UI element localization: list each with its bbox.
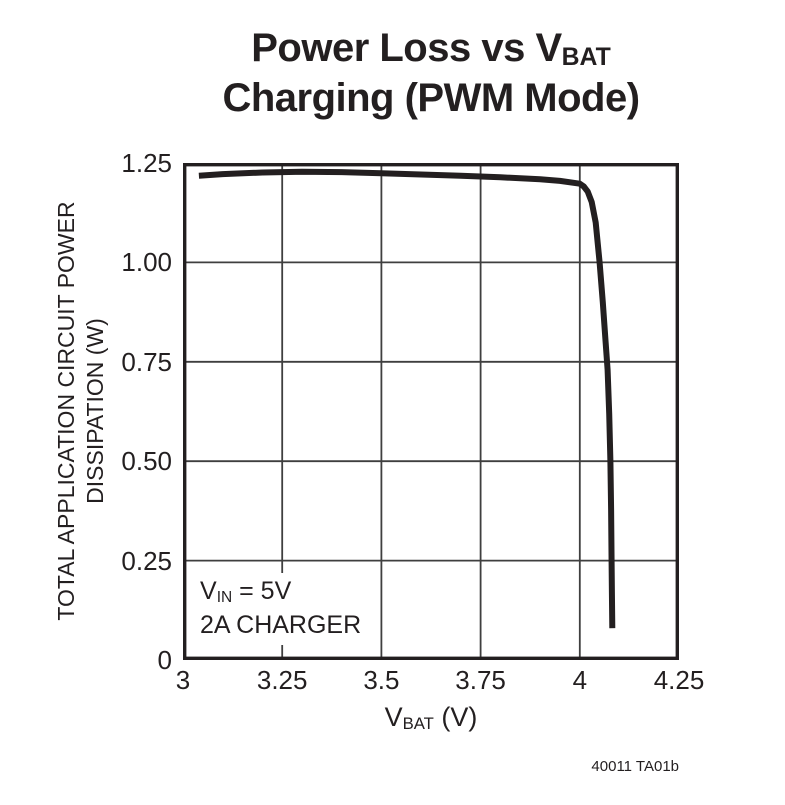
annotation-line1-subscript: IN [216, 588, 233, 606]
x-tick-label: 3.5 [363, 665, 400, 695]
y-tick-label: 0.25 [121, 545, 172, 576]
y-tick-label: 0.75 [121, 346, 172, 377]
plot-area [183, 163, 679, 660]
chart-title-line1: Power Loss vs VBAT [183, 26, 679, 76]
y-tick-label: 0 [157, 645, 172, 675]
x-tick-label: 3 [175, 665, 191, 695]
data-curve [198, 168, 616, 629]
chart-title-line1-text: Power Loss vs V [251, 26, 562, 70]
chart-title-line1-subscript: BAT [561, 44, 611, 72]
y-axis-title-line1: TOTAL APPLICATION CIRCUIT POWER [53, 201, 79, 621]
y-tick-label: 1.25 [121, 148, 172, 178]
y-tick-label: 1.00 [121, 247, 172, 278]
x-tick-label: 4.25 [653, 665, 705, 695]
x-axis-title-subscript: BAT [402, 714, 434, 733]
figure-id: 40011 TA01b [591, 758, 679, 775]
x-axis-title-text: V [384, 702, 403, 732]
conditions-annotation: VIN = 5V 2A CHARGER [194, 573, 374, 645]
y-tick-label: 0.50 [121, 446, 172, 477]
plot-border [183, 163, 679, 660]
x-tick-label: 3.75 [455, 665, 506, 695]
x-axis-title: VBAT (V) [183, 702, 679, 733]
x-axis-title-suffix: (V) [433, 702, 478, 732]
x-tick-label: 3.25 [256, 665, 308, 695]
annotation-line1-suffix: = 5V [232, 577, 292, 605]
x-tick-label: 4 [572, 665, 588, 695]
annotation-line2: 2A CHARGER [200, 611, 362, 639]
annotation-line1-text: V [200, 577, 217, 605]
annotation-line1: VIN = 5V [200, 576, 361, 610]
chart-title: Power Loss vs VBAT Charging (PWM Mode) [183, 26, 679, 121]
chart-title-line2: Charging (PWM Mode) [222, 76, 640, 120]
